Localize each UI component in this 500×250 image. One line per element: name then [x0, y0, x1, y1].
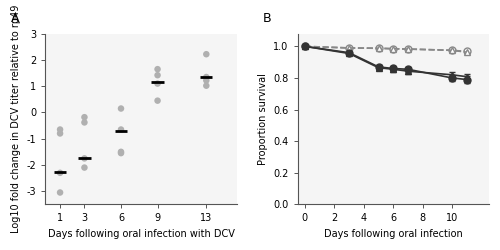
- Point: [117, 106, 125, 110]
- X-axis label: Days following oral infection: Days following oral infection: [324, 229, 462, 239]
- Point: [202, 84, 210, 88]
- Text: A: A: [11, 12, 20, 25]
- Point: [202, 52, 210, 56]
- Point: [117, 150, 125, 154]
- Point: [154, 67, 162, 71]
- Point: [56, 132, 64, 136]
- Point: [202, 75, 210, 79]
- Point: [80, 115, 88, 119]
- Point: [80, 156, 88, 160]
- Point: [154, 82, 162, 86]
- Point: [56, 190, 64, 194]
- Point: [154, 99, 162, 103]
- Point: [154, 73, 162, 77]
- Point: [80, 120, 88, 124]
- Point: [202, 78, 210, 82]
- Point: [56, 128, 64, 132]
- Point: [117, 151, 125, 155]
- Text: B: B: [263, 12, 272, 25]
- Point: [80, 166, 88, 170]
- X-axis label: Days following oral infection with DCV: Days following oral infection with DCV: [48, 229, 234, 239]
- Point: [117, 128, 125, 132]
- Point: [56, 171, 64, 175]
- Y-axis label: Log10 fold change in DCV titer relative to rp49: Log10 fold change in DCV titer relative …: [11, 5, 21, 233]
- Y-axis label: Proportion survival: Proportion survival: [258, 73, 268, 165]
